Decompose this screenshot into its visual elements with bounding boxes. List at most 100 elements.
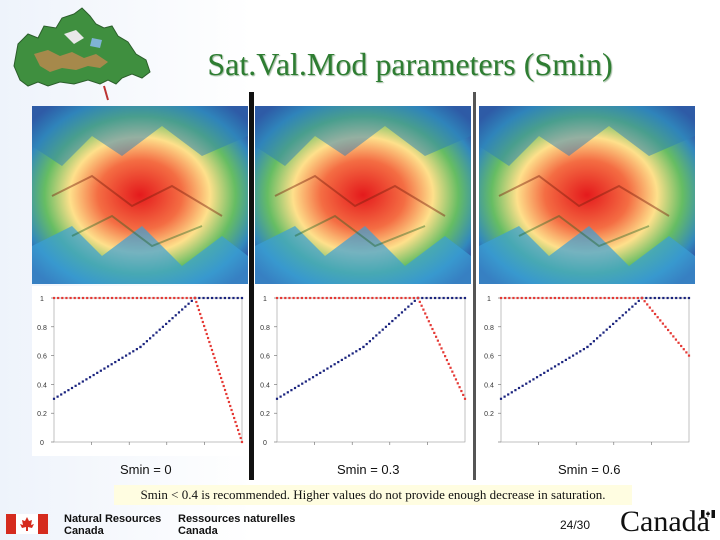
red-series-point [516,296,519,300]
red-series-point [408,296,411,300]
red-series-point [524,296,527,300]
blue-series-point [525,382,528,385]
red-series-point [181,296,184,300]
blue-series-point [404,308,407,311]
red-series-point [396,296,399,300]
red-series-point [416,296,420,300]
blue-series-point [210,296,214,300]
red-series-point [214,360,217,364]
red-series-point [233,416,236,420]
y-tick-label: 0.2 [484,411,494,418]
blue-series-point [121,356,124,359]
blue-series-point [145,340,148,343]
red-series-point [296,296,299,300]
blue-series-point [463,296,467,300]
red-series-point [687,354,691,357]
red-series-point [213,356,216,360]
red-series-point [217,368,220,372]
red-series-point [304,296,308,300]
red-series-point [354,296,357,300]
page-number: 24/30 [560,518,591,532]
blue-series-point [304,380,307,383]
blue-series-point [78,382,81,385]
blue-series-point [410,302,413,305]
canada-map-logo [13,7,151,101]
red-series-point [533,296,536,300]
blue-series-point [662,296,665,300]
blue-series-point [535,376,539,379]
red-series-point [238,432,241,436]
saturation-plot: 0.2 0.4 0.6 0.8 1 [479,286,695,456]
red-series-point [508,296,511,300]
red-series-point [350,296,353,300]
blue-series-point [675,296,678,300]
blue-series-point [375,334,378,337]
blue-series-point [206,296,209,300]
panel-divider [249,92,254,480]
blue-series-point [413,299,416,302]
blue-series-point [329,365,333,368]
red-series-point [86,296,89,300]
plot-frame [500,297,690,443]
blue-series-point [81,380,84,383]
red-series-point [196,304,199,308]
blue-series-point [333,363,336,366]
red-series-point [65,296,68,300]
terrain-hillshade-image [32,106,248,284]
blue-series-point [589,342,592,346]
blue-series-point [355,350,358,353]
recommendation-note: Smin < 0.4 is recommended. Higher values… [114,485,632,505]
red-series-point [628,296,631,300]
red-series-point [206,336,210,340]
red-series-point [164,296,168,300]
blue-series-point [344,356,347,359]
blue-series-point [362,345,365,349]
wordmark-flag-icon [701,510,715,518]
red-series-point [222,384,225,388]
red-series-point [193,296,197,300]
blue-series-point [236,296,239,300]
red-series-point [144,296,147,300]
red-series-point [427,320,430,323]
blue-series-point [319,371,322,374]
red-series-point [338,296,341,300]
blue-series-point [553,365,557,368]
blue-series-point [645,296,648,300]
blue-series-point [326,367,329,370]
red-series-point [81,296,85,300]
red-series-point [102,296,105,300]
y-tick-label: 1 [487,296,491,303]
red-series-point [392,296,395,300]
red-series-point [288,296,291,300]
blue-series-point [612,322,615,326]
blue-series-point [546,369,549,372]
red-series-point [156,296,159,300]
red-series-point [458,386,461,389]
red-series-point [223,388,227,392]
red-series-point [135,296,139,300]
red-series-point [434,335,438,338]
red-series-point [203,324,206,328]
red-series-point [616,296,619,300]
red-series-point [424,312,427,315]
blue-series-point [517,386,521,390]
blue-series-point [275,397,279,400]
blue-series-point [442,296,445,300]
y-tick-label: 0.2 [37,411,47,418]
red-series-point [566,296,569,300]
red-series-point [562,296,565,300]
red-series-point [220,376,223,380]
blue-series-point [301,382,304,385]
red-series-point [212,352,215,356]
blue-series-point [679,296,682,300]
red-series-point [453,374,456,377]
y-tick-label: 0.6 [37,354,47,361]
y-tick-label: 1 [263,296,267,303]
red-series-point [425,316,429,319]
y-tick-label: 0.6 [484,354,494,361]
red-series-point [313,296,316,300]
blue-series-point [60,393,63,396]
red-series-point [624,296,627,300]
y-tick-label: 0.8 [484,325,494,332]
blue-series-point [384,325,388,328]
